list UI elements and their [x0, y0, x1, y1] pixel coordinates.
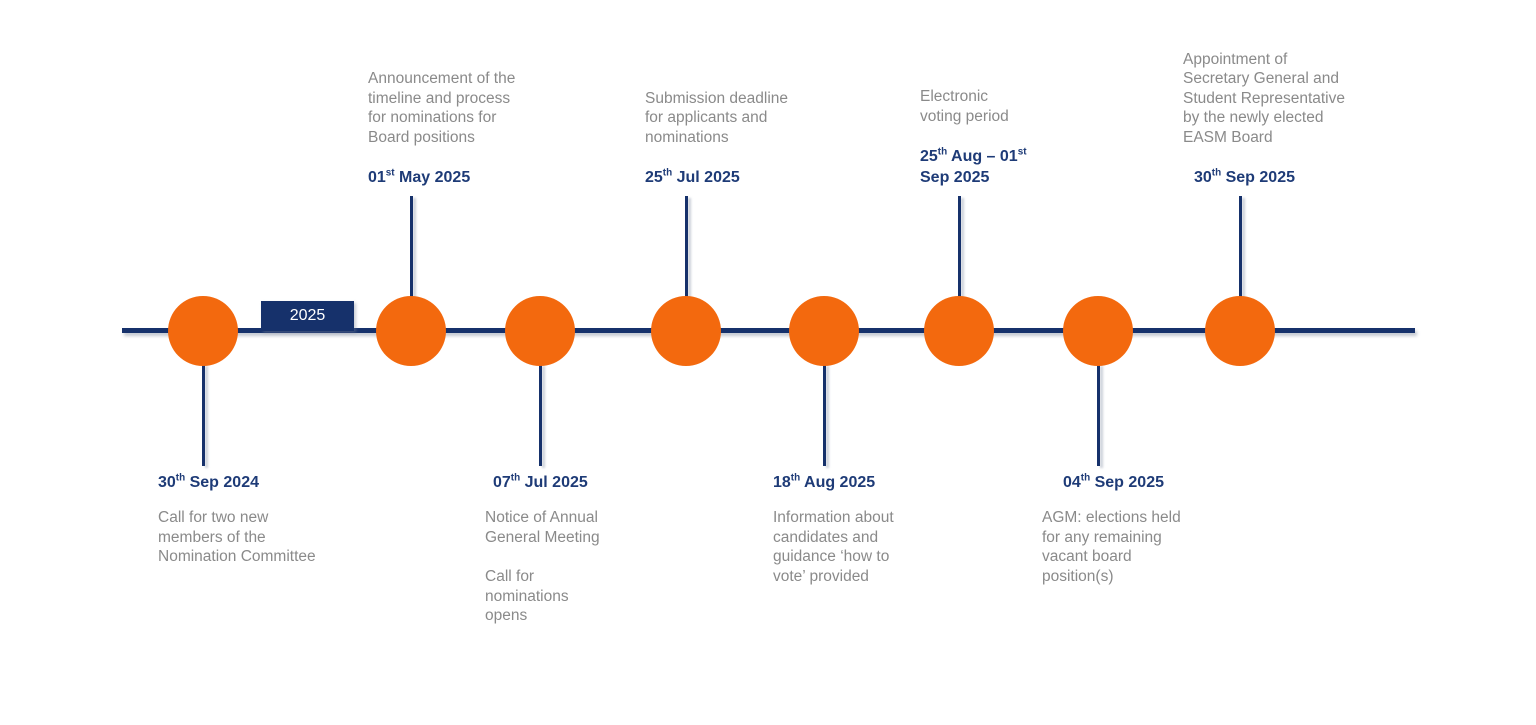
year-badge: 2025: [261, 301, 354, 331]
timeline-stem: [957, 196, 961, 298]
event-description: Notice of Annual General Meeting: [485, 509, 600, 546]
timeline-node: [505, 296, 575, 366]
event-date: 30th Sep 2025: [1194, 167, 1295, 186]
event-date: 07th Jul 2025: [493, 472, 588, 491]
timeline-node: [376, 296, 446, 366]
timeline-stem: [201, 364, 205, 466]
timeline-stem: [538, 364, 542, 466]
timeline-event: 18th Aug 2025 Information about candidat…: [773, 472, 894, 586]
event-date: 04th Sep 2025: [1063, 472, 1164, 491]
timeline-event: Electronic voting period 25th Aug – 01st…: [920, 87, 1027, 188]
year-label: 2025: [289, 307, 326, 324]
timeline-stem: [684, 196, 688, 298]
timeline-node: [168, 296, 238, 366]
timeline-stem: [822, 364, 826, 466]
event-date: 01st May 2025: [368, 167, 471, 186]
timeline-event: 04th Sep 2025 AGM: elections held for an…: [1042, 472, 1181, 586]
timeline-event: 07th Jul 2025 Notice of Annual General M…: [485, 472, 600, 626]
timeline-event: 30th Sep 2024 Call for two new members o…: [158, 472, 316, 567]
timeline-line: [122, 328, 1415, 333]
event-description: Call for nominations opens: [485, 568, 569, 624]
timeline-node: [789, 296, 859, 366]
timeline-node: [1205, 296, 1275, 366]
event-date: 25th Jul 2025: [645, 167, 740, 186]
event-description: Call for two new members of the Nominati…: [158, 509, 316, 565]
event-description: Electronic voting period: [920, 88, 1009, 125]
timeline-event: Submission deadline for applicants and n…: [645, 89, 788, 189]
timeline-event: Announcement of the timeline and process…: [368, 69, 515, 188]
timeline-stem: [1096, 364, 1100, 466]
event-date: 25th Aug – 01st Sep 2025: [920, 146, 1027, 186]
event-description: Submission deadline for applicants and n…: [645, 89, 789, 146]
timeline-node: [651, 296, 721, 366]
timeline-stem: [409, 196, 413, 298]
event-date: 18th Aug 2025: [773, 472, 876, 491]
event-description: Appointment of Secretary General and Stu…: [1183, 50, 1345, 146]
timeline-node: [924, 296, 994, 366]
event-description: Announcement of the timeline and process…: [368, 70, 516, 146]
timeline-node: [1063, 296, 1133, 366]
timeline-stem: [1238, 196, 1242, 298]
timeline-event: Appointment of Secretary General and Stu…: [1183, 50, 1345, 189]
event-description: Information about candidates and guidanc…: [773, 509, 894, 585]
event-date: 30th Sep 2024: [158, 472, 259, 491]
event-description: AGM: elections held for any remaining va…: [1042, 509, 1181, 585]
